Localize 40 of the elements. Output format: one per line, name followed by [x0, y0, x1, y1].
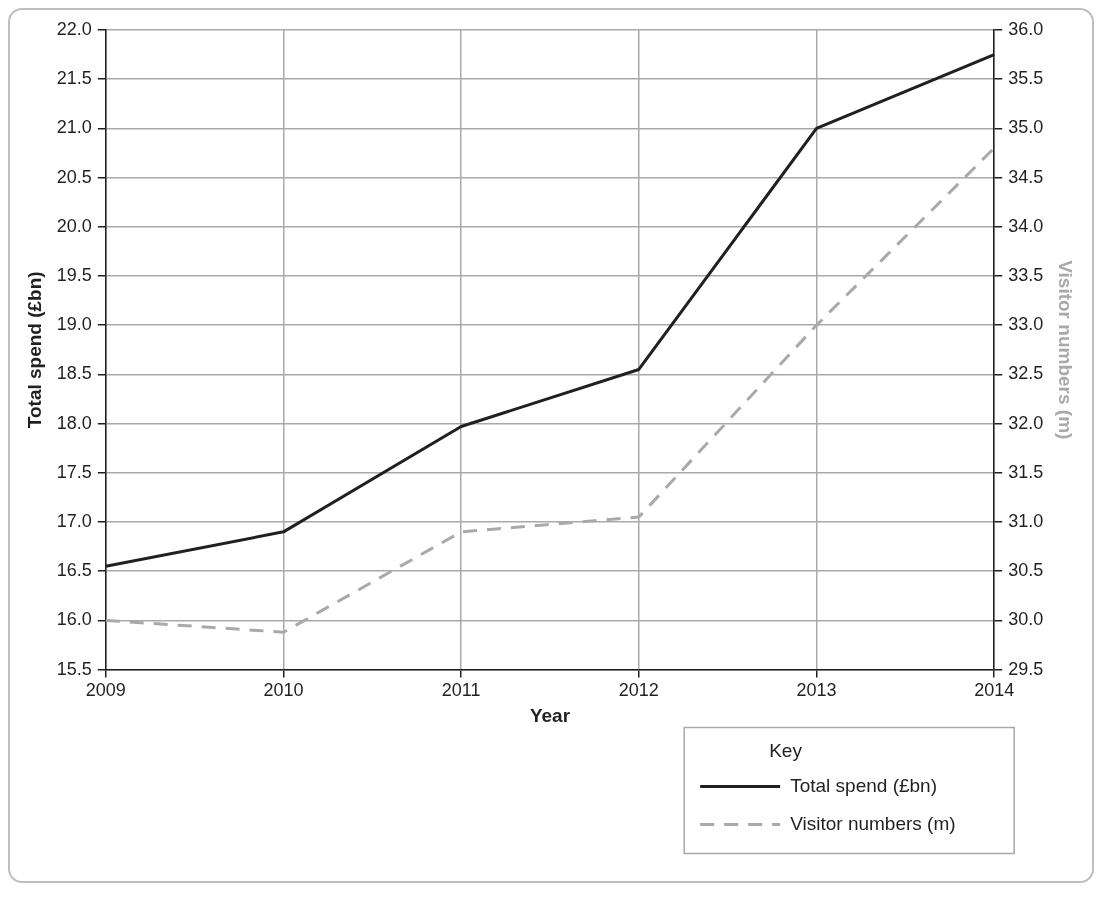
legend-title: Key — [769, 739, 803, 761]
y-tick-label: 18.0 — [56, 412, 92, 433]
y2-tick-label: 33.0 — [1008, 314, 1044, 335]
y-tick-label: 20.5 — [56, 166, 92, 187]
y-tick-label: 17.0 — [56, 510, 92, 531]
y-tick-label: 19.0 — [56, 314, 92, 335]
y-tick-label: 21.5 — [56, 68, 92, 89]
x-tick-label: 2010 — [263, 680, 304, 701]
y2-tick-label: 30.0 — [1008, 609, 1044, 630]
y2-tick-label: 34.0 — [1008, 215, 1044, 236]
x-axis-title: Year — [529, 704, 571, 726]
y-tick-label: 20.0 — [56, 215, 92, 236]
y2-tick-label: 30.5 — [1008, 560, 1044, 581]
x-tick-label: 2009 — [85, 680, 126, 701]
x-tick-label: 2014 — [974, 680, 1015, 701]
legend-label: Total spend (£bn) — [790, 774, 937, 796]
x-tick-label: 2012 — [618, 680, 659, 701]
y2-tick-label: 33.5 — [1008, 264, 1044, 285]
y-axis-title: Total spend (£bn) — [23, 271, 45, 429]
y-tick-label: 21.0 — [56, 117, 92, 138]
y2-tick-label: 29.5 — [1008, 658, 1044, 679]
y2-tick-label: 35.0 — [1008, 117, 1044, 138]
x-tick-label: 2013 — [796, 680, 837, 701]
y-tick-label: 22.0 — [56, 18, 92, 39]
y-tick-label: 18.5 — [56, 363, 92, 384]
y2-tick-label: 35.5 — [1008, 68, 1044, 89]
x-tick-label: 2011 — [441, 680, 481, 701]
legend-label: Visitor numbers (m) — [790, 812, 956, 834]
y2-axis-title: Visitor numbers (m) — [1055, 260, 1077, 440]
y2-tick-label: 36.0 — [1008, 18, 1044, 39]
y-tick-label: 15.5 — [56, 658, 92, 679]
y2-tick-label: 32.5 — [1008, 363, 1044, 384]
y-tick-label: 16.0 — [56, 609, 92, 630]
y2-tick-label: 34.5 — [1008, 166, 1044, 187]
y2-tick-label: 31.5 — [1008, 461, 1044, 482]
y-tick-label: 16.5 — [56, 560, 92, 581]
y-tick-label: 19.5 — [56, 264, 92, 285]
y2-tick-label: 31.0 — [1008, 510, 1044, 531]
y-tick-label: 17.5 — [56, 461, 92, 482]
y2-tick-label: 32.0 — [1008, 412, 1044, 433]
